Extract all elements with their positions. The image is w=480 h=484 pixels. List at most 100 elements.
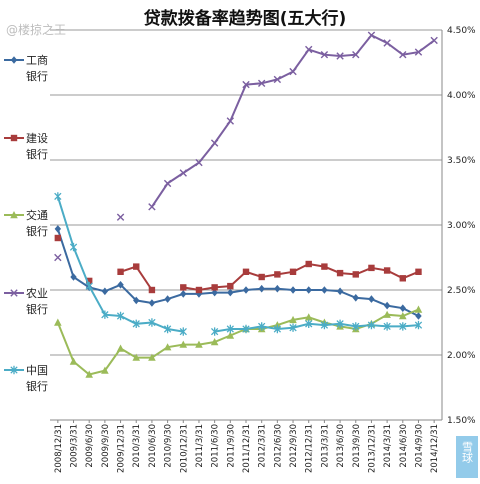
legend-swatch-marker: [10, 134, 18, 142]
data-point: [305, 260, 312, 268]
data-point: [148, 203, 156, 211]
data-point: [195, 286, 203, 294]
x-tick-label: 2010/3/31: [132, 424, 142, 468]
x-tick-label: 2014/9/30: [414, 424, 424, 468]
legend-label-line1: 工商: [26, 53, 48, 67]
data-point: [163, 179, 172, 188]
data-point: [86, 277, 93, 285]
series-line: [56, 228, 419, 317]
data-point: [148, 286, 156, 294]
data-point: [54, 318, 62, 326]
data-point: [85, 281, 93, 291]
data-point: [54, 234, 62, 242]
watermark-top-left: @楼掠之王: [6, 22, 66, 37]
data-point: [69, 242, 78, 252]
y-tick-label: 3.50%: [447, 156, 476, 166]
data-point: [226, 331, 235, 339]
data-point: [195, 340, 203, 348]
data-point: [69, 357, 78, 365]
data-point: [305, 45, 313, 54]
data-point: [321, 263, 328, 270]
data-point: [116, 344, 125, 352]
data-point: [257, 79, 266, 87]
data-point: [210, 327, 219, 336]
data-point: [336, 269, 344, 277]
watermark-bottom-right: 雪球: [456, 436, 478, 478]
x-tick-label: 2013/6/30: [336, 424, 346, 468]
legend-label-line2: 银行: [26, 69, 48, 83]
data-point: [179, 327, 187, 336]
data-point: [304, 313, 313, 321]
data-point: [289, 323, 297, 332]
x-tick-label: 2008/12/31: [54, 424, 64, 473]
x-tick-label: 2012/9/30: [289, 424, 299, 468]
data-point: [148, 299, 156, 307]
data-point: [415, 268, 422, 275]
data-point: [226, 117, 235, 125]
data-point: [399, 275, 406, 282]
data-point: [274, 284, 281, 293]
legend-label-line1: 建设: [26, 131, 48, 145]
series-group: [54, 31, 438, 378]
x-tick-label: 2011/9/30: [226, 424, 236, 468]
data-point: [133, 263, 140, 270]
data-point: [85, 370, 93, 378]
legend-label-line2: 银行: [26, 302, 48, 316]
data-point: [430, 36, 438, 45]
data-point: [242, 80, 250, 89]
legend-swatch-marker: [10, 211, 18, 219]
data-point: [352, 294, 359, 302]
data-point: [211, 284, 218, 291]
data-point: [368, 295, 375, 303]
data-point: [399, 322, 407, 331]
data-point: [211, 288, 218, 297]
data-point: [414, 305, 423, 313]
series-2: [54, 234, 422, 294]
x-tick-label: 2009/12/31: [117, 424, 127, 473]
series-4: [54, 31, 438, 262]
x-tick-label: 2009/3/31: [70, 424, 80, 468]
data-point: [289, 315, 297, 324]
x-tick-label: 2012/6/30: [273, 424, 283, 468]
legend-label-line1: 交通: [26, 208, 48, 222]
data-point: [101, 310, 109, 319]
data-point: [415, 312, 422, 320]
data-point: [273, 324, 282, 334]
data-point: [273, 75, 282, 84]
data-point: [352, 322, 360, 331]
x-tick-label: 2010/9/30: [164, 424, 174, 468]
data-point: [367, 31, 376, 39]
x-tick-label: 2013/3/31: [320, 424, 330, 468]
series-line: [56, 308, 419, 376]
legend-label-line1: 农业: [26, 286, 48, 300]
data-point: [383, 267, 391, 274]
data-point: [352, 51, 360, 59]
y-tick-label: 3.00%: [447, 221, 476, 231]
grid-lines: [50, 29, 443, 421]
x-tick-label: 2011/3/31: [195, 424, 205, 468]
data-point: [180, 284, 187, 291]
legend-swatch-marker: [10, 365, 18, 375]
data-point: [242, 324, 250, 334]
data-point: [195, 158, 203, 167]
data-point: [179, 169, 187, 177]
data-point: [133, 296, 140, 305]
data-point: [336, 319, 344, 328]
x-tick-label: 2012/12/31: [305, 424, 315, 473]
data-point: [320, 320, 329, 330]
data-point: [54, 225, 62, 233]
data-point: [210, 338, 219, 346]
series-1: [54, 225, 422, 320]
data-point: [117, 281, 124, 289]
data-point: [117, 268, 124, 275]
data-point: [116, 213, 125, 221]
data-point: [399, 51, 407, 59]
data-point: [210, 139, 219, 147]
legend-label-line2: 银行: [26, 147, 48, 161]
y-tick-label: 4.00%: [447, 91, 476, 101]
data-point: [54, 253, 62, 262]
